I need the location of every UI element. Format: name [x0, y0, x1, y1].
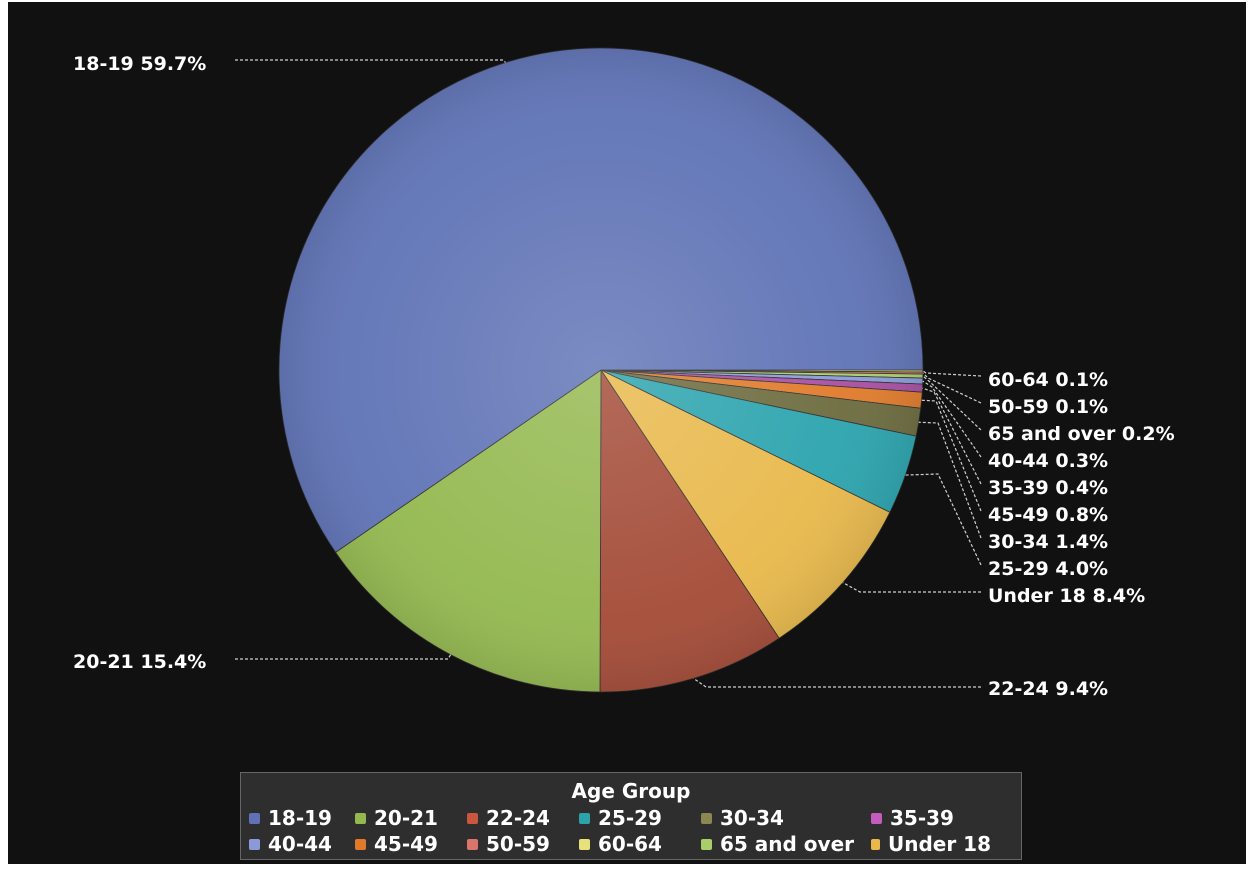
slice-label: 45-49 0.8%	[988, 504, 1108, 526]
legend-label: 18-19	[268, 806, 332, 830]
slice-label: 40-44 0.3%	[988, 450, 1108, 472]
leader-line	[842, 582, 981, 593]
legend-swatch	[355, 812, 366, 824]
legend-label: 50-59	[486, 832, 550, 856]
leader-line	[922, 380, 982, 458]
legend-item: Under 18	[871, 831, 991, 857]
leader-line	[922, 375, 982, 431]
slice-label: 65 and over 0.2%	[988, 423, 1175, 445]
legend-swatch	[467, 812, 478, 824]
legend-label: Under 18	[887, 832, 991, 856]
leader-line	[918, 421, 982, 539]
slice-label: 30-34 1.4%	[988, 531, 1108, 553]
slice-label: Under 18 8.4%	[988, 585, 1145, 607]
slice-label: 25-29 4.0%	[988, 558, 1108, 580]
legend-item: 45-49	[355, 831, 467, 857]
legend-label: 25-29	[598, 806, 662, 830]
leader-line	[235, 654, 452, 660]
legend-item: 20-21	[355, 805, 467, 831]
legend-label: 40-44	[268, 832, 332, 856]
leader-line	[921, 399, 982, 512]
legend-item: 25-29	[579, 805, 701, 831]
slice-label: 22-24 9.4%	[988, 678, 1108, 700]
legend-swatch	[579, 838, 590, 850]
legend-swatch	[249, 838, 260, 850]
legend-label: 60-64	[598, 832, 662, 856]
legend-swatch	[355, 838, 366, 850]
chart-area: 18-19 59.7% 20-21 15.4% 22-24 9.4% Under 18…	[8, 2, 1246, 864]
leader-line	[693, 677, 981, 688]
legend-item: 22-24	[467, 805, 579, 831]
pie-chart: 18-19 59.7% 20-21 15.4% 22-24 9.4% Under 18…	[73, 47, 1175, 700]
legend-item: 35-39	[871, 805, 991, 831]
legend-swatch	[871, 838, 880, 850]
legend-label: 22-24	[486, 806, 550, 830]
legend-label: 30-34	[720, 806, 784, 830]
slice-label: 50-59 0.1%	[988, 396, 1108, 418]
leader-line	[922, 370, 982, 377]
legend-items: 18-19 20-21 22-24 25-29 30-34 35-39 40-44 45-49…	[249, 805, 1021, 857]
legend-label: 35-39	[890, 806, 954, 830]
legend-label: 20-21	[374, 806, 438, 830]
legend-swatch	[249, 812, 260, 824]
legend-item: 50-59	[467, 831, 579, 857]
legend-swatch	[701, 812, 712, 824]
legend-item: 40-44	[249, 831, 355, 857]
leader-line	[905, 473, 982, 566]
legend-item: 30-34	[701, 805, 871, 831]
leader-line	[922, 372, 982, 404]
legend-swatch	[871, 812, 882, 824]
slice-label: 35-39 0.4%	[988, 477, 1108, 499]
legend-item: 65 and over	[701, 831, 871, 857]
legend: Age Group 18-19 20-21 22-24 25-29 30-34 35-39…	[240, 772, 1022, 860]
leader-line	[922, 387, 982, 485]
slice-label: 20-21 15.4%	[73, 651, 206, 673]
legend-swatch	[467, 838, 478, 850]
slice-label: 60-64 0.1%	[988, 369, 1108, 391]
legend-label: 65 and over	[720, 832, 855, 856]
slice-label: 18-19 59.7%	[73, 53, 206, 75]
legend-item: 60-64	[579, 831, 701, 857]
legend-title: Age Group	[571, 779, 691, 803]
legend-swatch	[701, 838, 712, 850]
legend-item: 18-19	[249, 805, 355, 831]
legend-label: 45-49	[374, 832, 438, 856]
legend-swatch	[579, 812, 590, 824]
leader-line	[235, 59, 506, 63]
